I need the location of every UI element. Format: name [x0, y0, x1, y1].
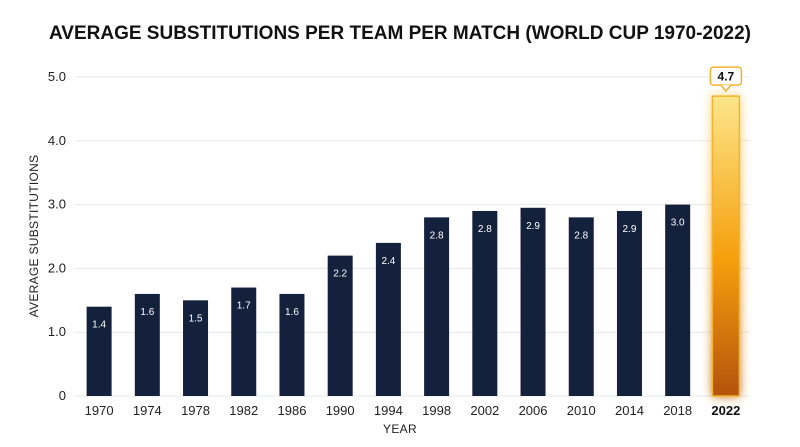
bar-highlight — [711, 95, 741, 397]
bar-value-label: 1.6 — [140, 307, 154, 318]
bar — [279, 293, 305, 396]
y-tick-label: 3.0 — [48, 197, 66, 212]
bar — [520, 207, 546, 396]
bar-value-label: 2.8 — [478, 224, 492, 235]
bar-value-label: 2.9 — [623, 224, 637, 235]
bar — [134, 293, 160, 396]
y-tick-label: 1.0 — [48, 324, 66, 339]
bar-value-label: 2.8 — [430, 230, 444, 241]
bar — [327, 255, 353, 396]
bar — [86, 306, 112, 396]
y-tick-label: 4.0 — [48, 133, 66, 148]
bar-value-label: 1.5 — [189, 313, 203, 324]
bar-value-label: 2.4 — [381, 256, 395, 267]
y-tick-label: 0 — [59, 388, 66, 403]
x-tick-label: 2018 — [663, 403, 692, 418]
chart-title: AVERAGE SUBSTITUTIONS PER TEAM PER MATCH… — [49, 23, 751, 44]
x-tick-label: 1990 — [326, 403, 355, 418]
bar — [472, 210, 498, 396]
gridlines — [75, 76, 750, 397]
bar-value-label: 2.8 — [574, 230, 588, 241]
bar-value-label: 1.6 — [285, 307, 299, 318]
x-tick-label: 1998 — [422, 403, 451, 418]
bar — [616, 210, 642, 396]
x-tick-label: 2014 — [615, 403, 644, 418]
y-tick-label: 2.0 — [48, 260, 66, 275]
x-tick-label: 1994 — [374, 403, 403, 418]
x-tick-label: 2006 — [519, 403, 548, 418]
x-tick-label: 1982 — [229, 403, 258, 418]
bar — [375, 242, 401, 396]
bar-value-label: 2.2 — [333, 269, 347, 280]
x-tick-label: 1970 — [85, 403, 114, 418]
bar-value-label: 1.7 — [237, 301, 251, 312]
x-tick-label: 1974 — [133, 403, 162, 418]
bar — [568, 217, 594, 396]
x-tick-label: 2022 — [711, 403, 740, 418]
bar-value-label: 3.0 — [671, 218, 685, 229]
bar-value-label: 2.9 — [526, 221, 540, 232]
y-tick-label: 5.0 — [48, 69, 66, 84]
y-axis-label: AVERAGE SUBSTITUTIONS — [27, 155, 41, 318]
x-tick-label: 1986 — [278, 403, 307, 418]
x-tick-label: 2010 — [567, 403, 596, 418]
bar — [183, 300, 209, 396]
callout-pointer — [720, 84, 732, 93]
bars: 1.4 1.6 1.5 1.7 1.6 2.2 2.4 2.8 2.8 2.9 2.8 2.9 3.0 4… — [86, 66, 743, 397]
bar-value-label: 1.4 — [92, 320, 106, 331]
bar-value-label: 4.7 — [718, 70, 735, 84]
bar — [424, 217, 450, 396]
x-tick-label: 2002 — [470, 403, 499, 418]
y-axis-ticks: 0 1.0 2.0 3.0 4.0 5.0 — [48, 69, 66, 403]
x-axis-ticks: 1970 1974 1978 1982 1986 1990 1994 1998 2002 2006… — [85, 403, 741, 418]
bar — [665, 204, 691, 396]
x-axis-label: YEAR — [383, 422, 417, 436]
x-tick-label: 1978 — [181, 403, 210, 418]
bar — [231, 287, 257, 396]
